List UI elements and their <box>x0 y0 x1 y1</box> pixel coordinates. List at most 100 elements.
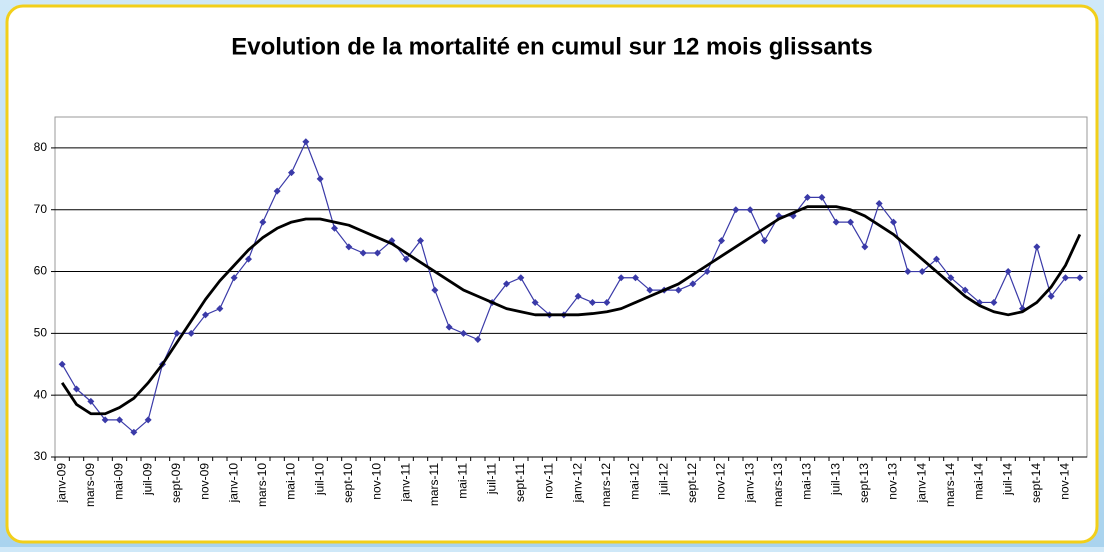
x-tick-label: mai-10 <box>284 463 298 500</box>
x-tick-label: sept-12 <box>685 463 699 503</box>
marker <box>73 385 80 393</box>
marker <box>202 311 209 319</box>
marker <box>933 255 940 263</box>
x-tick-label: nov-14 <box>1058 463 1072 500</box>
marker <box>603 298 611 306</box>
x-tick-label: sept-14 <box>1029 463 1043 503</box>
y-tick-label: 80 <box>34 140 48 154</box>
x-tick-label: juil-11 <box>484 463 498 495</box>
marker <box>818 193 826 201</box>
x-tick-label: nov-12 <box>714 463 728 500</box>
marker <box>890 218 897 226</box>
marker <box>761 237 768 245</box>
frame <box>5 4 1099 544</box>
marker <box>474 336 482 344</box>
marker <box>130 428 138 436</box>
marker <box>230 274 238 282</box>
marker <box>173 329 181 337</box>
x-tick-label: nov-10 <box>370 463 384 500</box>
x-tick-label: janv-09 <box>54 463 68 504</box>
x-tick-label: nov-13 <box>886 463 900 500</box>
x-tick-label: juil-12 <box>656 463 670 496</box>
marker <box>589 298 596 306</box>
x-tick-label: mai-13 <box>800 463 814 500</box>
marker <box>875 200 883 208</box>
marker <box>832 218 840 226</box>
x-tick-label: mars-09 <box>83 463 97 507</box>
x-tick-label: janv-12 <box>570 463 584 504</box>
marker <box>417 237 424 245</box>
marker <box>904 268 912 276</box>
marker <box>144 416 152 424</box>
x-tick-label: juil-13 <box>828 463 842 496</box>
x-tick-label: sept-10 <box>341 463 355 503</box>
x-tick-label: janv-11 <box>398 463 412 503</box>
marker <box>460 329 467 337</box>
marker <box>445 323 453 331</box>
chart-title: Evolution de la mortalité en cumul sur 1… <box>231 33 873 60</box>
x-tick-label: janv-14 <box>914 463 928 504</box>
marker <box>517 274 525 282</box>
x-tick-label: juil-10 <box>312 463 326 496</box>
marker <box>316 175 324 183</box>
marker <box>345 243 353 251</box>
x-tick-label: mars-13 <box>771 463 785 507</box>
marker <box>1062 274 1069 282</box>
y-tick-label: 70 <box>34 202 48 216</box>
marker <box>288 169 295 177</box>
marker <box>87 397 95 405</box>
marker <box>1047 292 1055 300</box>
x-tick-label: janv-10 <box>226 463 240 504</box>
marker <box>216 305 224 313</box>
marker <box>359 249 367 257</box>
x-tick-label: sept-13 <box>857 463 871 503</box>
x-tick-label: mars-11 <box>427 463 441 506</box>
x-tick-label: juil-09 <box>140 463 154 496</box>
series-line <box>60 205 1082 416</box>
x-tick-label: mars-14 <box>943 463 957 507</box>
marker <box>187 329 195 337</box>
marker <box>689 280 697 288</box>
marker <box>1076 274 1084 282</box>
marker <box>259 218 267 226</box>
x-tick-label: mars-10 <box>255 463 269 507</box>
marker <box>861 243 869 251</box>
x-tick-label: mars-12 <box>599 463 613 507</box>
marker <box>632 274 639 282</box>
marker <box>531 298 539 306</box>
marker <box>402 255 410 263</box>
marker <box>646 286 654 294</box>
marker <box>273 187 281 195</box>
marker <box>847 218 854 226</box>
marker <box>116 416 123 424</box>
marker <box>374 249 381 257</box>
marker <box>503 280 510 288</box>
marker <box>703 268 711 276</box>
y-tick-label: 50 <box>34 326 48 340</box>
marker <box>961 286 969 294</box>
marker <box>804 193 811 201</box>
marker <box>617 274 625 282</box>
x-tick-label: nov-09 <box>198 463 212 500</box>
x-tick-label: janv-13 <box>742 463 756 504</box>
x-tick-label: sept-09 <box>169 463 183 503</box>
marker <box>746 206 754 214</box>
marker <box>431 286 439 294</box>
x-tick-label: sept-11 <box>513 463 527 502</box>
marker <box>58 360 66 368</box>
marker <box>1033 243 1041 251</box>
marker <box>302 138 310 146</box>
marker <box>101 416 109 424</box>
x-tick-label: mai-12 <box>628 463 642 500</box>
x-tick-label: mai-09 <box>112 463 126 500</box>
marker <box>1004 268 1012 276</box>
marker <box>918 268 926 276</box>
marker <box>331 224 338 232</box>
marker <box>245 255 252 263</box>
y-tick-label: 40 <box>34 387 48 401</box>
marker <box>675 286 682 294</box>
marker <box>732 206 740 214</box>
x-tick-label: nov-11 <box>542 463 556 499</box>
